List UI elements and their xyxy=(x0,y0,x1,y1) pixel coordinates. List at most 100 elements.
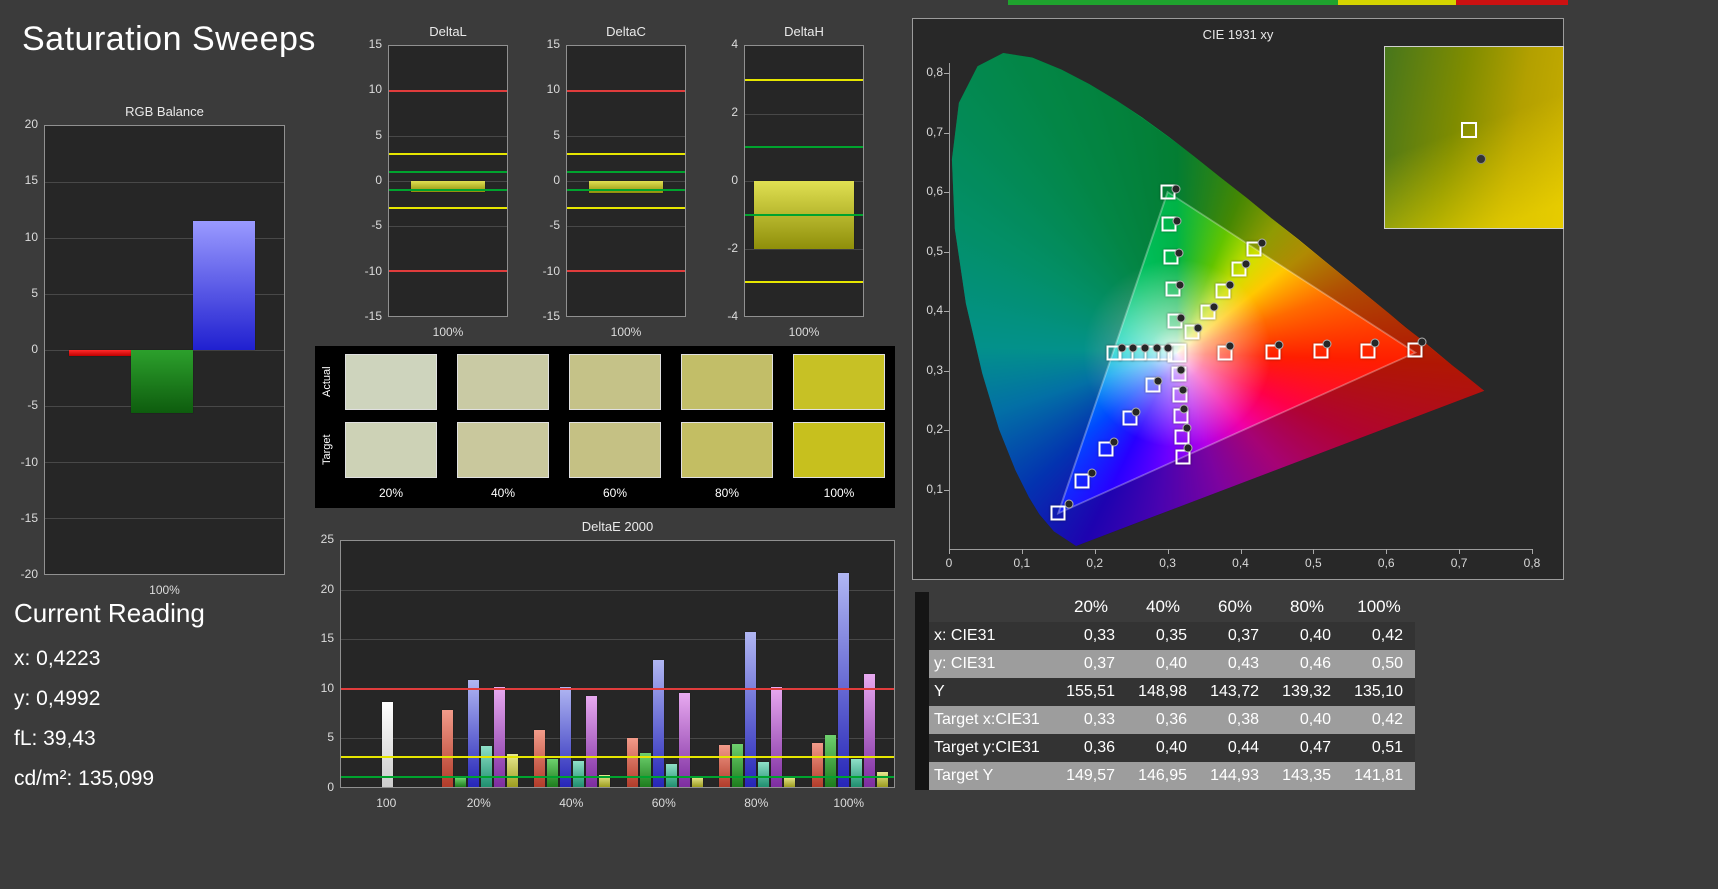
table-cell: 143,35 xyxy=(1282,767,1331,784)
x-axis-label: 100% xyxy=(788,325,820,339)
status-strip-segment xyxy=(1456,0,1568,5)
table-cell: 144,93 xyxy=(1210,767,1259,784)
delta-c-plot[interactable] xyxy=(566,45,686,317)
cie-x-tick xyxy=(1459,549,1461,554)
y-tick-label: 15 xyxy=(320,631,334,646)
y-tick-label: -5 xyxy=(371,218,382,233)
swatch-target-80% xyxy=(681,422,773,478)
swatch-column-label: 100% xyxy=(823,486,855,500)
swatch-column-label: 80% xyxy=(714,486,740,500)
bar-yellow xyxy=(599,775,611,787)
reference-line xyxy=(567,207,685,209)
swatch-column-label: 60% xyxy=(602,486,628,500)
cie-chart-panel[interactable]: CIE 1931 xy 0 0,1 0,2 0,3 0,4 0,5 0,6 0,7 0,8 0,8… xyxy=(912,18,1564,580)
chart-title: DeltaC xyxy=(606,24,646,39)
table-left-stripe xyxy=(915,734,929,762)
y-tick-label: 10 xyxy=(368,82,382,97)
y-tick-label: 5 xyxy=(31,285,38,300)
table-left-stripe xyxy=(915,706,929,734)
y-tick-label: -10 xyxy=(20,454,38,469)
bar-yellow xyxy=(506,753,518,787)
swatch-actual-60% xyxy=(569,354,661,410)
cie-y-tick xyxy=(944,430,949,431)
current-reading-block: Current Reading x: 0,4223 y: 0,4992 fL: … xyxy=(14,598,205,807)
y-tick-label: 0 xyxy=(31,342,38,356)
table-left-stripe xyxy=(915,622,929,650)
cie-x-tick xyxy=(1386,549,1388,554)
row-label: y: CIE31 xyxy=(934,655,996,672)
bar-yellow xyxy=(876,772,888,787)
reference-line xyxy=(389,90,507,92)
table-cell: 0,40 xyxy=(1299,627,1331,644)
bar-red xyxy=(811,742,823,787)
delta-h-plot[interactable] xyxy=(744,45,864,317)
y-tick-label: -10 xyxy=(364,263,382,278)
bar-cyan xyxy=(480,745,492,787)
target-square xyxy=(1175,449,1191,465)
x-axis-label: 100% xyxy=(149,583,180,597)
rgb-balance-plot[interactable] xyxy=(44,125,285,575)
table-row-content: y: CIE31 0,37 0,40 0,43 0,46 0,50 xyxy=(929,650,1415,678)
x-group-label: 100 xyxy=(376,796,397,810)
y-tick-label: -5 xyxy=(549,218,560,233)
bar-magenta xyxy=(678,692,690,787)
cie-x-tick-label: 0,1 xyxy=(1013,556,1031,570)
delta-l-plot[interactable] xyxy=(388,45,508,317)
table-cell: 0,38 xyxy=(1227,711,1259,728)
cie-y-tick xyxy=(944,311,949,312)
reference-line xyxy=(567,270,685,272)
reference-line xyxy=(341,776,894,779)
table-cell: 0,40 xyxy=(1299,711,1331,728)
cie-y-tick xyxy=(944,73,949,74)
swatch-target-40% xyxy=(457,422,549,478)
table-row-content: Y 155,51 148,98 143,72 139,32 135,10 xyxy=(929,678,1415,706)
reading-cdm2: cd/m²: 135,099 xyxy=(14,767,155,790)
results-table: 20% 40% 60% 80% 100% x: CIE31 0,33 0,35 0,37 0,40… xyxy=(915,592,1415,790)
bar-red xyxy=(719,744,731,787)
table-row-content: Target Y 149,57 146,95 144,93 143,35 141,81 xyxy=(929,762,1415,790)
target-square xyxy=(1145,377,1161,393)
cie-x-tick-label: 0,2 xyxy=(1086,556,1104,570)
bar-green xyxy=(547,759,559,787)
x-group-label: 60% xyxy=(651,796,676,810)
column-header: 100% xyxy=(1357,597,1401,616)
reference-line xyxy=(389,189,507,191)
swatch-actual-100% xyxy=(793,354,885,410)
target-square xyxy=(1360,343,1376,359)
measured-point xyxy=(1128,343,1138,353)
cie-y-tick-label: 0,8 xyxy=(926,65,943,79)
bar-magenta xyxy=(586,696,598,787)
table-cell: 0,42 xyxy=(1371,627,1403,644)
swatch-target-100% xyxy=(793,422,885,478)
reference-line xyxy=(389,270,507,272)
row-label: Target x:CIE31 xyxy=(934,711,1040,728)
cie-x-tick xyxy=(1313,549,1315,554)
y-tick-label: 10 xyxy=(546,82,560,97)
bar-deltaL xyxy=(411,181,485,192)
swatch-row-label: Target xyxy=(321,434,333,466)
swatch-actual-20% xyxy=(345,354,437,410)
gridline xyxy=(745,248,863,250)
bar-green xyxy=(639,752,651,787)
page-title: Saturation Sweeps xyxy=(22,20,316,58)
table-header-content: 20% 40% 60% 80% 100% xyxy=(929,592,1415,622)
delta-e-2000-plot[interactable] xyxy=(340,540,895,788)
table-cell: 155,51 xyxy=(1066,683,1115,700)
gridline xyxy=(341,590,894,592)
measured-point xyxy=(1225,341,1235,351)
gridline xyxy=(567,136,685,137)
y-tick-label: 10 xyxy=(320,680,334,695)
y-tick-label: 15 xyxy=(24,173,38,188)
bar-cyan xyxy=(573,761,585,787)
color-swatch-panel[interactable]: Actual Target 20% 40% 60% 80% 100% xyxy=(315,346,895,508)
measured-point xyxy=(1140,343,1150,353)
status-strip-segment xyxy=(1338,0,1456,5)
reference-line xyxy=(567,189,685,191)
bar-red xyxy=(626,737,638,787)
table-row: y: CIE31 0,37 0,40 0,43 0,46 0,50 xyxy=(915,650,1415,678)
status-strip xyxy=(1008,0,1568,5)
measured-point xyxy=(1153,376,1163,386)
y-tick-label: 0 xyxy=(327,780,334,794)
measured-point xyxy=(1064,499,1074,509)
